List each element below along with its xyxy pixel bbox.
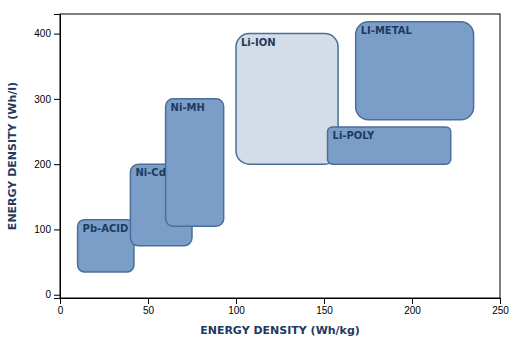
range-rect [328, 127, 451, 164]
axis-line [61, 299, 501, 305]
y-axis: 0 100 200 300 400 [34, 15, 60, 301]
tick-mark [54, 295, 60, 296]
range-rect [236, 34, 338, 165]
tick-label: 300 [34, 94, 51, 105]
x-axis-title: ENERGY DENSITY (Wh/kg) [200, 324, 360, 337]
rect-label: Li-POLY [333, 130, 376, 141]
tick-label: 400 [34, 28, 51, 39]
tick-label: 50 [143, 305, 155, 316]
rect-label: Ni-Cd [135, 167, 165, 178]
tick-mark [324, 298, 325, 304]
tick-mark [54, 229, 60, 230]
tick-mark [54, 34, 60, 35]
tick-label: 200 [34, 159, 51, 170]
rect-label: LI-METAL [361, 25, 413, 36]
tick-mark [236, 298, 237, 304]
tick-mark [54, 164, 60, 165]
tick-label: 0 [58, 305, 64, 316]
labels: Pb-ACID Ni-Cd Ni-MH Li-ION Li-POLY LI-METAL [83, 25, 413, 234]
axis-line [54, 15, 61, 299]
rect-label: Li-ION [241, 37, 276, 48]
tick: 100 [228, 298, 245, 316]
tick: 0 [58, 298, 64, 316]
tick: 150 [316, 298, 333, 316]
tick-mark [412, 298, 413, 304]
tick: 200 [404, 298, 421, 316]
tick-label: 200 [404, 305, 421, 316]
tick-label: 250 [492, 305, 509, 316]
tick-mark [54, 99, 60, 100]
tick: 400 [34, 28, 60, 39]
rect-label: Ni-MH [171, 102, 205, 113]
tick: 50 [143, 298, 155, 316]
tick-label: 100 [34, 224, 51, 235]
tick-mark [148, 298, 149, 304]
range-rect [166, 99, 224, 226]
range-rect [356, 22, 474, 120]
chart: Pb-ACID Ni-Cd Ni-MH Li-ION Li-POLY LI-METAL 0 5… [0, 0, 518, 342]
x-axis: 0 50 100 150 200 250 [58, 298, 510, 316]
rect-label: Pb-ACID [83, 223, 129, 234]
plot-frame [60, 14, 500, 298]
tick: 300 [34, 94, 60, 105]
tick: 200 [34, 159, 60, 170]
y-axis-title: ENERGY DENSITY (Wh/l) [6, 82, 19, 230]
tick: 0 [45, 289, 60, 300]
tick-label: 150 [316, 305, 333, 316]
tick: 100 [34, 224, 60, 235]
tick: 250 [492, 298, 509, 316]
range-rect [78, 220, 134, 272]
marks [78, 22, 474, 272]
tick-label: 100 [228, 305, 245, 316]
tick-label: 0 [45, 289, 51, 300]
plot: Pb-ACID Ni-Cd Ni-MH Li-ION Li-POLY LI-METAL 0 5… [34, 14, 509, 316]
tick-mark [500, 298, 501, 304]
